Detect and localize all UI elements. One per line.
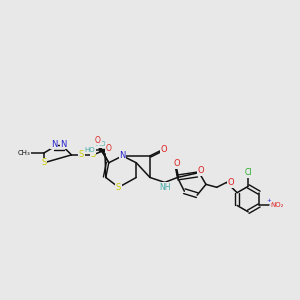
Text: O: O: [173, 159, 180, 168]
Text: HO: HO: [96, 141, 106, 147]
Text: Cl: Cl: [244, 168, 252, 177]
Text: N: N: [119, 152, 126, 160]
Text: HO: HO: [85, 147, 95, 153]
Text: N: N: [51, 140, 57, 148]
Text: O: O: [227, 178, 234, 187]
Text: O: O: [95, 136, 101, 145]
Text: NO₂: NO₂: [270, 202, 284, 208]
Text: O: O: [160, 146, 167, 154]
Text: S: S: [79, 150, 84, 159]
Text: S: S: [41, 158, 46, 167]
Text: S: S: [116, 183, 121, 192]
Text: NH: NH: [159, 183, 170, 192]
Text: S: S: [90, 150, 96, 159]
Text: O: O: [106, 143, 112, 152]
Text: O: O: [198, 166, 204, 175]
Text: N: N: [60, 140, 67, 148]
Text: +: +: [267, 198, 272, 203]
Text: CH₃: CH₃: [18, 150, 31, 156]
